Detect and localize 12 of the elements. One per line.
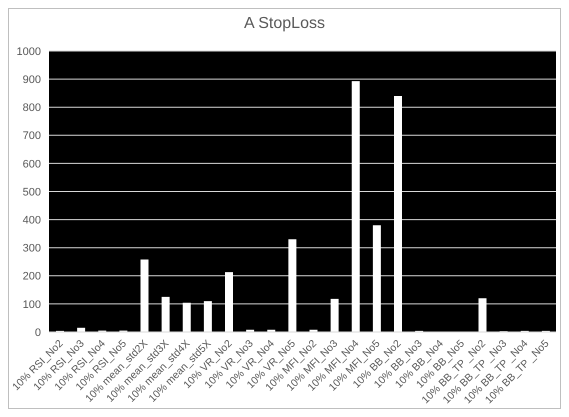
y-tick-label: 500 <box>22 186 41 198</box>
y-tick-label: 100 <box>22 298 41 311</box>
y-tick-label: 900 <box>22 74 41 86</box>
y-tick-label: 700 <box>22 130 41 142</box>
y-tick-label: 800 <box>22 102 41 114</box>
y-tick-label: 300 <box>22 242 41 255</box>
y-tick-label: 600 <box>22 158 41 170</box>
y-tick-label: 0 <box>34 326 41 339</box>
y-tick-label: 200 <box>22 270 41 283</box>
chart-title: A StopLoss <box>243 14 326 34</box>
y-tick-label: 1000 <box>16 46 41 58</box>
y-tick-label: 400 <box>22 214 41 227</box>
